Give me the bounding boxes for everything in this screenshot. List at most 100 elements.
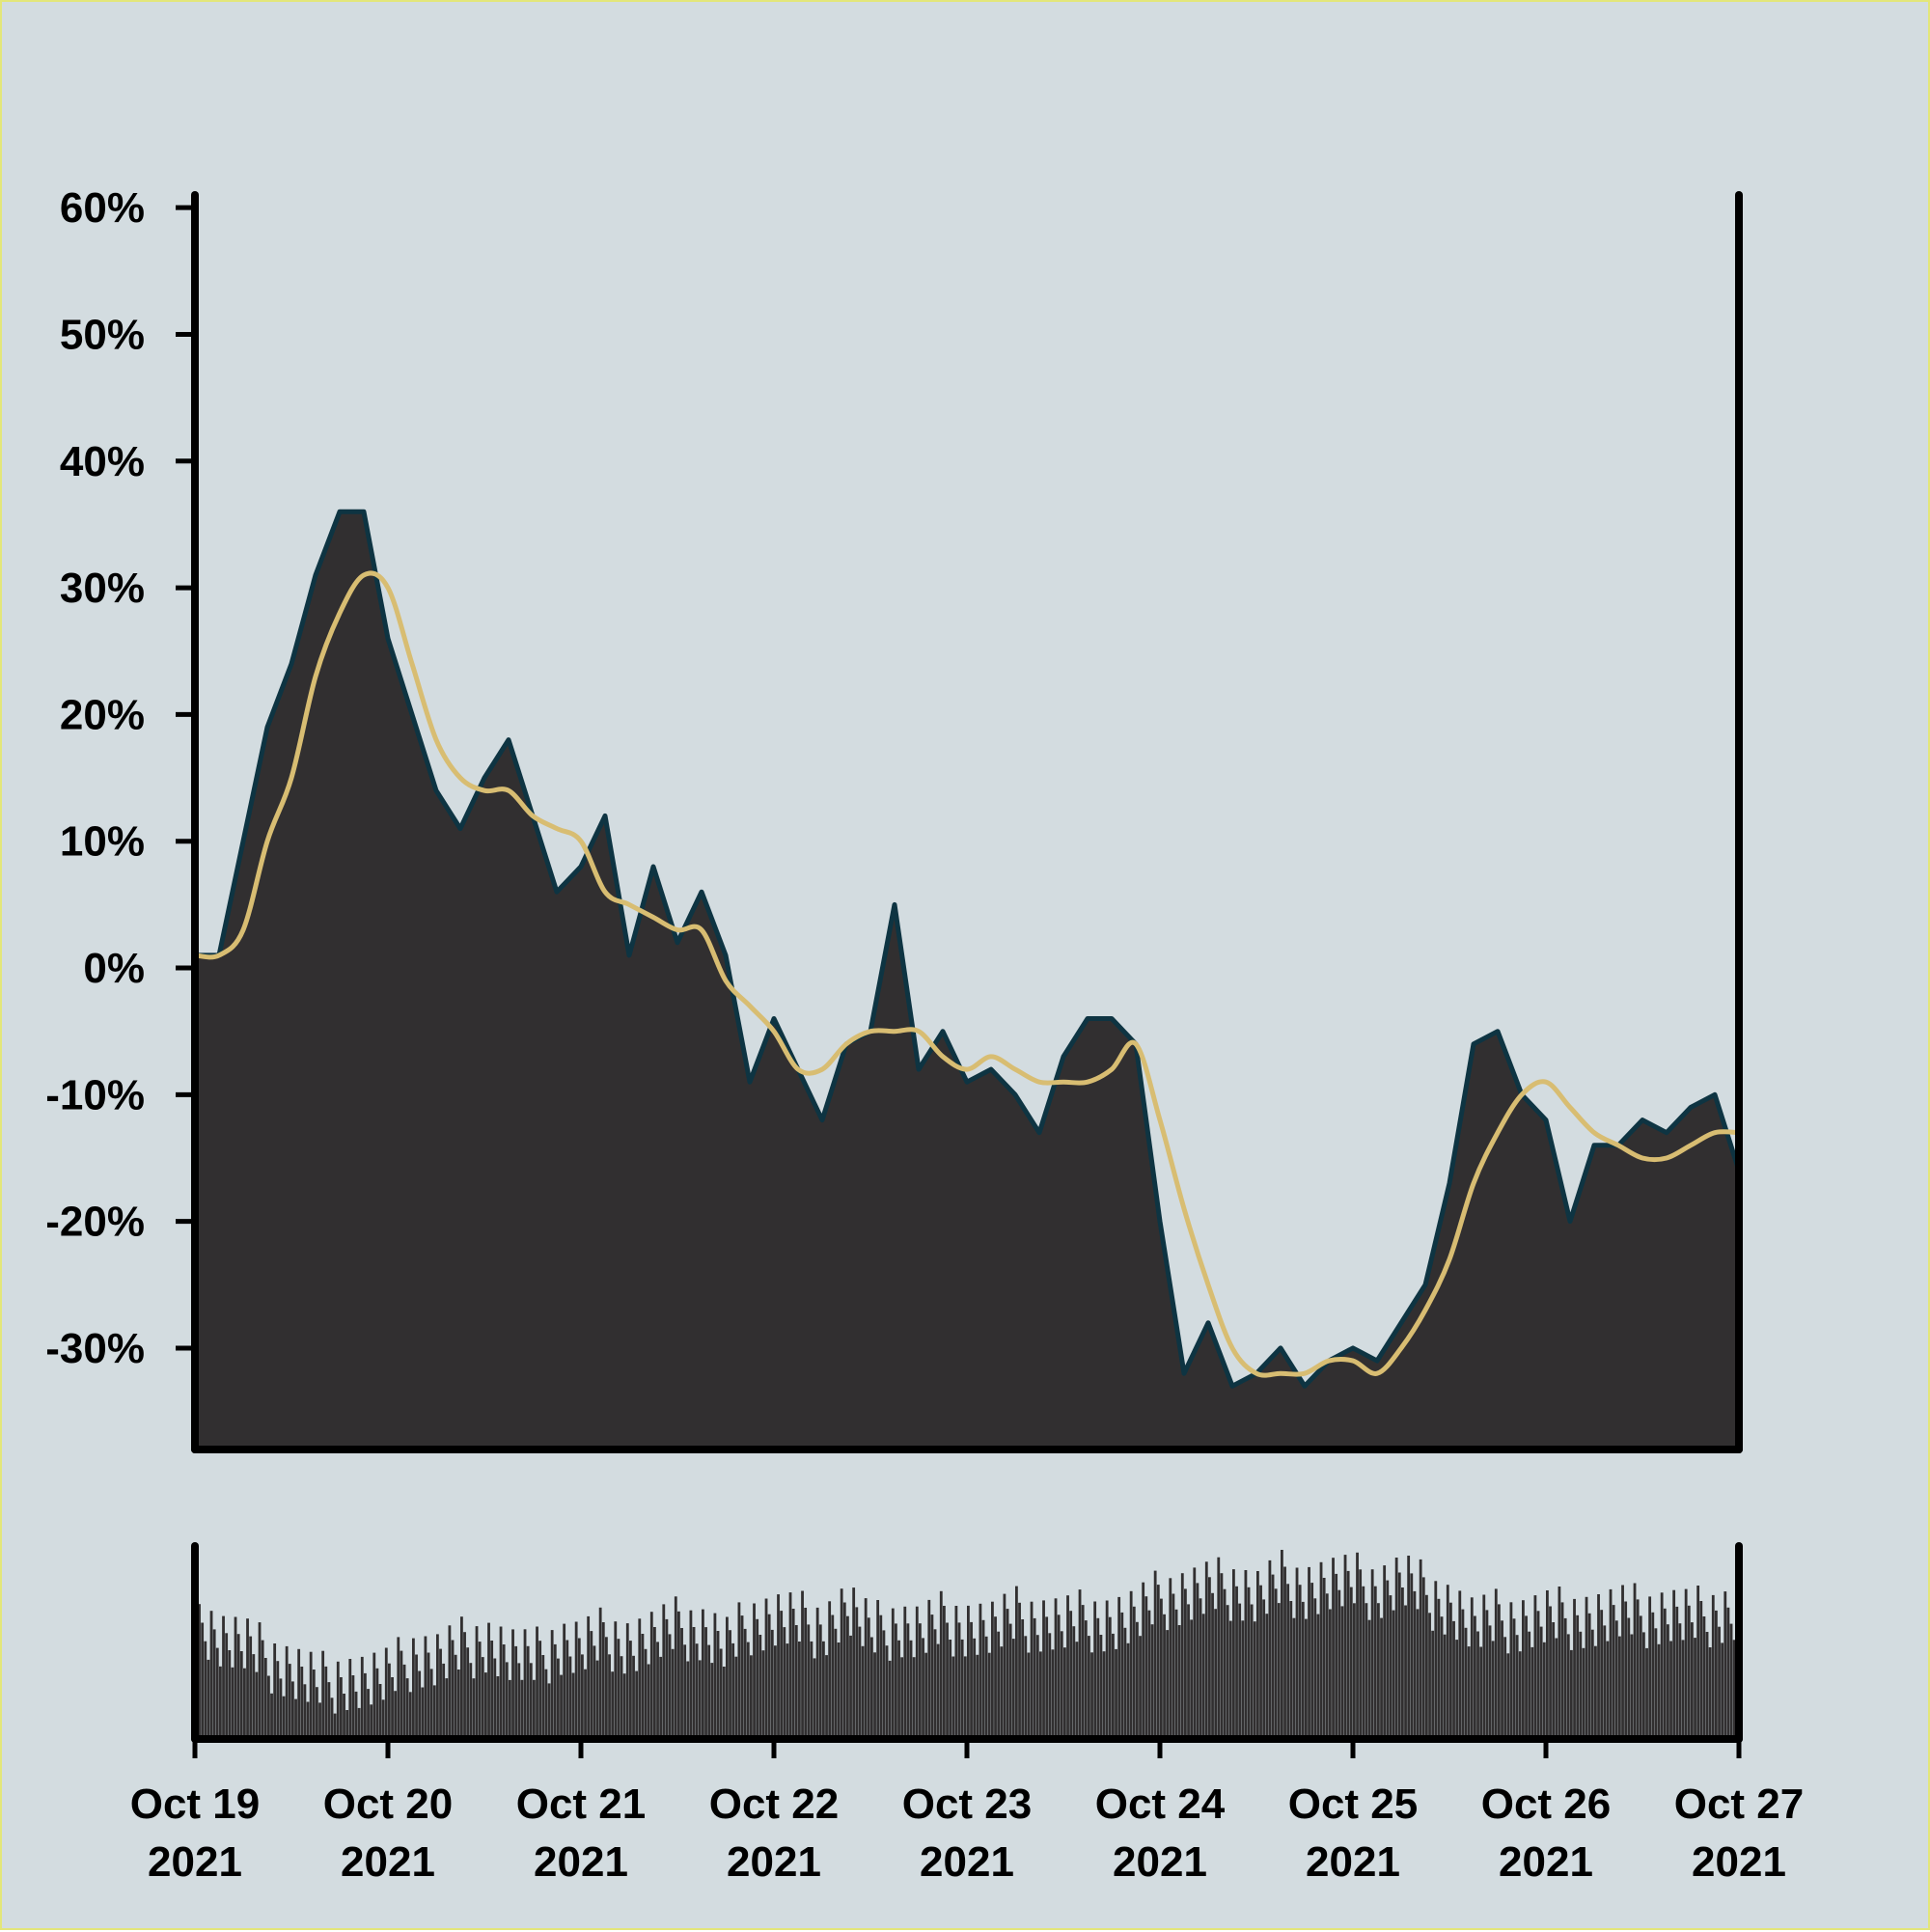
volume-bar [598, 1607, 602, 1739]
volume-bar [270, 1693, 273, 1740]
volume-bar [798, 1642, 801, 1739]
volume-bar [1346, 1570, 1350, 1739]
volume-bar [445, 1678, 449, 1739]
volume-bar [632, 1655, 635, 1739]
volume-bar [1259, 1585, 1262, 1739]
volume-bar [801, 1590, 804, 1739]
volume-bar [1144, 1596, 1148, 1739]
volume-bar [1590, 1629, 1594, 1739]
volume-bar [1340, 1606, 1344, 1739]
volume-bar [967, 1605, 970, 1739]
x-tick-label-year: 2021 [341, 1838, 435, 1886]
volume-bar [258, 1622, 262, 1739]
volume-bar [499, 1626, 503, 1739]
volume-bar [1232, 1569, 1235, 1739]
volume-bar [563, 1623, 566, 1739]
volume-bar [1000, 1646, 1004, 1739]
volume-bar [557, 1658, 560, 1739]
volume-bar [702, 1609, 704, 1739]
volume-bar [1421, 1577, 1425, 1739]
volume-bar [1060, 1631, 1063, 1739]
volume-bar [949, 1640, 952, 1739]
volume-bar [533, 1679, 536, 1739]
volume-bar [402, 1664, 406, 1739]
volume-bar [665, 1618, 669, 1739]
y-tick-label: 20% [60, 691, 145, 738]
volume-bar [1003, 1593, 1006, 1739]
volume-bar [1265, 1614, 1269, 1739]
volume-bar [1413, 1590, 1417, 1739]
volume-bar [774, 1645, 777, 1739]
volume-bar [381, 1699, 385, 1739]
volume-bar [1389, 1595, 1392, 1739]
volume-bar [1286, 1584, 1290, 1739]
volume-bar [677, 1611, 680, 1739]
volume-bar [475, 1626, 479, 1739]
volume-bar [276, 1661, 280, 1739]
volume-bar [529, 1663, 533, 1739]
volume-bar [1579, 1631, 1583, 1739]
volume-bar [864, 1598, 868, 1739]
volume-bar [1533, 1595, 1537, 1739]
volume-bar [526, 1645, 530, 1739]
volume-bar [1277, 1603, 1281, 1739]
volume-bar [1404, 1605, 1407, 1739]
volume-bar [922, 1638, 924, 1739]
volume-bar [1618, 1636, 1621, 1739]
volume-bar [1587, 1613, 1591, 1739]
volume-bar [364, 1672, 367, 1739]
volume-bar [243, 1668, 246, 1739]
volume-panel [195, 1550, 1739, 1740]
volume-bar [263, 1658, 267, 1739]
volume-bar [1313, 1598, 1317, 1739]
volume-bar [994, 1616, 997, 1739]
volume-bar [954, 1606, 958, 1739]
volume-bar [680, 1628, 683, 1739]
volume-bar [1474, 1615, 1476, 1739]
volume-bar [1729, 1623, 1733, 1739]
volume-bar [1718, 1626, 1721, 1739]
volume-bar [1476, 1631, 1479, 1739]
volume-bar [514, 1645, 518, 1739]
volume-bar [340, 1677, 343, 1739]
volume-bar [1147, 1610, 1151, 1739]
volume-bar [384, 1647, 388, 1739]
volume-bar [770, 1629, 774, 1739]
volume-bar [842, 1602, 846, 1740]
volume-bar [1570, 1649, 1573, 1739]
volume-bar [807, 1624, 811, 1739]
volume-bar [1096, 1617, 1100, 1739]
volume-bar [625, 1623, 629, 1739]
volume-bar [1401, 1587, 1404, 1739]
volume-bar [478, 1642, 482, 1739]
volume-bar [327, 1682, 331, 1739]
volume-bar [692, 1627, 696, 1739]
volume-bar [511, 1629, 514, 1739]
volume-bar [1253, 1621, 1256, 1739]
volume-bar [1614, 1620, 1618, 1739]
volume-bar [1214, 1609, 1218, 1739]
volume-bar [1238, 1603, 1242, 1739]
volume-bar [1612, 1605, 1615, 1739]
volume-bar [316, 1687, 318, 1739]
volume-bar [951, 1656, 955, 1739]
volume-bar [1217, 1557, 1221, 1739]
volume-bar [1084, 1620, 1088, 1739]
volume-bar [454, 1654, 457, 1739]
volume-bar [1498, 1604, 1501, 1739]
volume-bar [1509, 1602, 1513, 1739]
volume-bar [1319, 1561, 1323, 1739]
volume-bar [1329, 1609, 1332, 1739]
volume-bar [333, 1713, 337, 1739]
volume-bar [1054, 1598, 1058, 1739]
volume-bar [1501, 1620, 1503, 1739]
volume-bar [780, 1611, 784, 1739]
volume-bar [204, 1641, 207, 1739]
volume-bar [1271, 1574, 1275, 1739]
volume-bar [415, 1654, 418, 1739]
volume-bar [1525, 1615, 1528, 1739]
volume-bar [1428, 1613, 1431, 1739]
volume-bar [568, 1656, 572, 1739]
volume-bar [412, 1638, 415, 1739]
volume-bar [215, 1647, 219, 1739]
